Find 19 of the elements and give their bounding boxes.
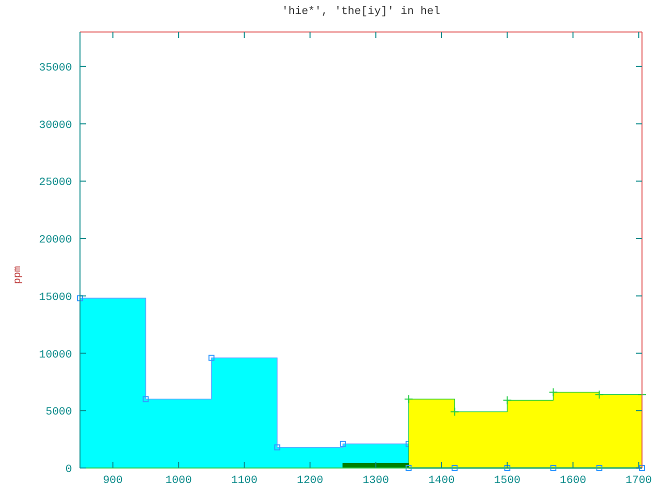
y-tick-label: 25000 (38, 177, 72, 190)
x-tick-label: 1000 (165, 475, 192, 487)
y-tick-label: 0 (65, 464, 72, 476)
y-tick-label: 20000 (38, 234, 72, 247)
y-tick-label: 35000 (38, 62, 72, 74)
x-tick-label: 1500 (494, 475, 520, 487)
chart-title: 'hie*', 'the[iy]' in hel (282, 6, 440, 18)
y-axis-title: ppm (13, 266, 24, 284)
y-tick-label: 30000 (38, 120, 72, 132)
x-tick-label: 1600 (560, 475, 586, 487)
x-tick-label: 1400 (428, 475, 455, 487)
x-tick-label: 1200 (296, 475, 324, 487)
y-tick-label: 15000 (38, 292, 72, 304)
x-tick-label: 1700 (626, 475, 652, 487)
x-tick-label: 1100 (231, 475, 258, 487)
x-tick-label: 1300 (362, 475, 389, 487)
x-tick-label: 900 (102, 475, 123, 487)
y-tick-label: 10000 (38, 349, 72, 362)
y-tick-label: 5000 (46, 406, 72, 419)
